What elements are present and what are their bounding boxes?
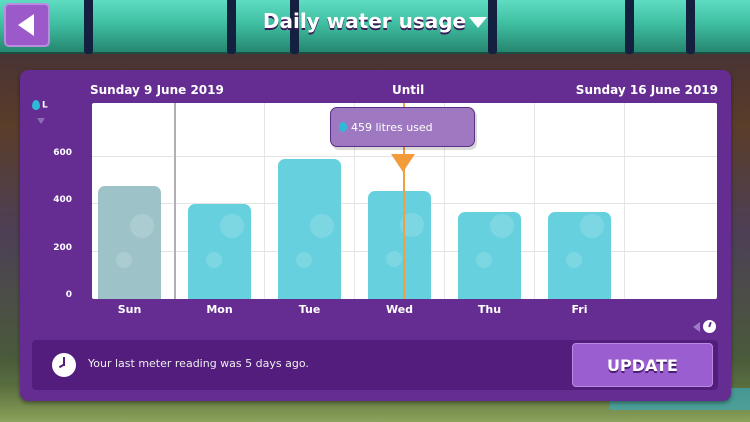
y-tick-600: 600 [53, 148, 72, 158]
grid-line [354, 103, 355, 299]
x-label-wed: Wed [385, 303, 414, 316]
water-drop-icon [339, 122, 347, 132]
bar-wed[interactable] [368, 191, 431, 299]
selection-cursor-line[interactable] [403, 103, 405, 299]
x-label-fri: Fri [571, 303, 588, 316]
page-title-dropdown[interactable]: Daily water usage [0, 9, 750, 33]
unit-selector[interactable]: L [32, 100, 48, 111]
until-label: Until [392, 83, 425, 97]
grid-line [624, 103, 625, 299]
grid-line [264, 103, 265, 299]
x-label-mon: Mon [206, 303, 233, 316]
meter-reading-message: Your last meter reading was 5 days ago. [88, 357, 309, 370]
bar-fri[interactable] [548, 212, 611, 299]
x-label-sun: Sun [117, 303, 142, 316]
back-arrow-icon [17, 14, 34, 36]
y-tick-0: 0 [65, 290, 72, 300]
page-title: Daily water usage [262, 9, 467, 33]
scroll-to-latest[interactable] [693, 320, 716, 333]
grid-line [444, 103, 445, 299]
pipe-band [84, 0, 93, 54]
selection-marker-icon[interactable] [391, 154, 415, 172]
pipe-band [488, 0, 497, 54]
clock-icon [703, 320, 716, 333]
y-tick-400: 400 [53, 195, 72, 205]
end-date: Sunday 16 June 2019 [575, 83, 718, 97]
clock-icon [52, 353, 76, 377]
usage-chart[interactable] [92, 103, 717, 299]
period-start-line [174, 103, 176, 299]
usage-tooltip: 459 litres used [330, 107, 475, 147]
header-pipe [0, 0, 750, 54]
bar-tue[interactable] [278, 159, 341, 299]
update-button[interactable]: UPDATE [572, 343, 713, 387]
pipe-band [625, 0, 634, 54]
x-label-tue: Tue [298, 303, 321, 316]
bar-thu[interactable] [458, 212, 521, 299]
caret-down-icon [469, 17, 488, 28]
pipe-band [686, 0, 695, 54]
y-tick-200: 200 [53, 243, 72, 253]
start-date: Sunday 9 June 2019 [90, 83, 224, 97]
unit-caret-icon[interactable] [37, 118, 45, 124]
back-button[interactable] [4, 3, 50, 47]
meter-reading-bar: Your last meter reading was 5 days ago. … [32, 340, 718, 390]
scroll-left-icon [693, 321, 700, 332]
x-label-thu: Thu [477, 303, 502, 316]
water-drop-icon [32, 100, 40, 110]
bar-mon[interactable] [188, 204, 251, 299]
pipe-band [227, 0, 236, 54]
grid-line [534, 103, 535, 299]
pipe-band [290, 0, 299, 54]
usage-panel: Sunday 9 June 2019 Until Sunday 16 June … [20, 70, 731, 401]
bar-sun[interactable] [98, 186, 161, 299]
